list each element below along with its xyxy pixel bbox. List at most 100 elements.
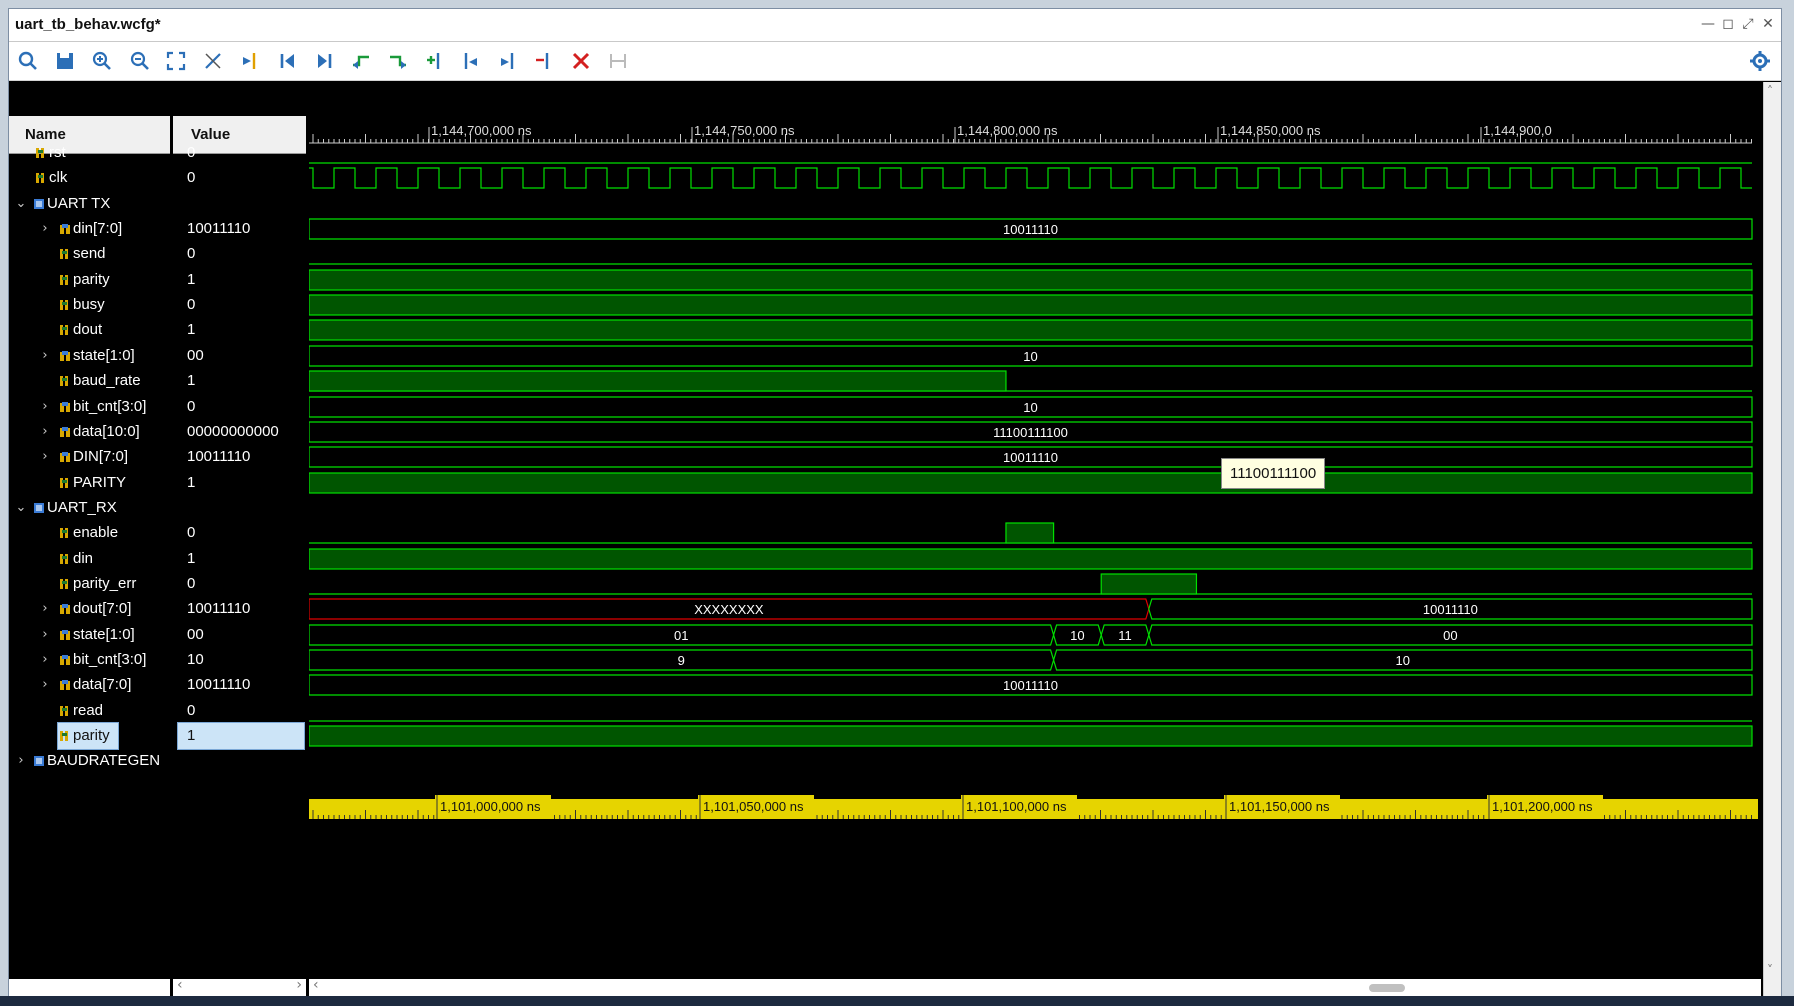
signal-row[interactable]: parity_err (9, 570, 170, 598)
bus-value-label: 10 (1396, 653, 1410, 668)
chevron-right-icon[interactable]: › (42, 424, 48, 439)
save-button[interactable] (54, 50, 76, 72)
chevron-right-icon[interactable]: › (42, 399, 48, 414)
bus-value-label: 10011110 (1003, 450, 1058, 465)
waveform-pulse (1100, 573, 1198, 595)
next-marker-button[interactable] (496, 50, 518, 72)
signal-name: parity (73, 727, 110, 744)
signal-row[interactable]: ⌄ UART TX (9, 190, 170, 218)
go-to-cursor-button[interactable] (239, 50, 261, 72)
signal-row[interactable]: parity (9, 722, 170, 750)
signal-name: din[7:0] (73, 220, 123, 237)
chevron-right-icon[interactable]: › (42, 449, 48, 464)
next-transition-button[interactable] (387, 50, 409, 72)
signal-row[interactable]: din (9, 545, 170, 573)
signal-row[interactable]: › state[1:0] (9, 342, 170, 370)
delete-all-markers-button[interactable] (570, 50, 592, 72)
close-button[interactable]: ✕ (1762, 16, 1774, 32)
signal-row[interactable]: › din[7:0] (9, 215, 170, 243)
waveform-horizontal-scrollbar[interactable]: ‹ (309, 977, 1761, 997)
bit-signal-icon (59, 248, 71, 260)
settings-button[interactable] (1749, 50, 1771, 72)
signal-name: dout (73, 321, 103, 338)
chevron-down-icon[interactable]: ⌄ (15, 196, 27, 211)
scroll-left-icon[interactable]: ‹ (313, 977, 319, 993)
signal-value-panel: Value 0 0 10011110 0 1 0 1 00 1 0 00000000000 10011… (173, 82, 306, 997)
signal-row[interactable]: dout (9, 316, 170, 344)
save-icon (57, 53, 73, 69)
signal-row[interactable]: read (9, 697, 170, 725)
minimize-button[interactable]: — (1701, 16, 1715, 32)
signal-row[interactable]: › BAUDRATEGEN (9, 747, 170, 775)
chevron-right-icon[interactable]: › (42, 221, 48, 236)
signal-row[interactable]: › DIN[7:0] (9, 443, 170, 471)
previous-transition-button[interactable] (350, 50, 372, 72)
scroll-up-icon[interactable]: ˄ (1767, 84, 1773, 98)
signal-value: 1 (187, 321, 196, 338)
signal-row[interactable]: › dout[7:0] (9, 595, 170, 623)
bus-signal-icon (59, 451, 71, 463)
chevron-down-icon[interactable]: ⌄ (15, 500, 27, 515)
float-button[interactable]: ⤢ (1742, 16, 1754, 32)
signal-row[interactable]: › data[7:0] (9, 671, 170, 699)
waveform-canvas[interactable]: 1,144,700,000 ns 1,144,750,000 ns 1,144,80… (309, 82, 1761, 997)
chevron-right-icon[interactable]: › (42, 601, 48, 616)
cursor-snap-button[interactable] (202, 50, 224, 72)
restore-button[interactable]: ◻ (1722, 16, 1734, 32)
bus-value-label: 10 (1070, 628, 1084, 643)
go-to-end-button[interactable] (313, 50, 335, 72)
scroll-right-icon[interactable]: › (296, 977, 302, 993)
chevron-right-icon[interactable]: › (42, 627, 48, 642)
chevron-right-icon[interactable]: › (42, 348, 48, 363)
scrollbar-thumb[interactable] (1369, 984, 1405, 992)
bus-segment (309, 624, 1055, 646)
signal-row[interactable]: rst (9, 139, 170, 167)
bus-value-label: 9 (678, 653, 685, 668)
scroll-left-icon[interactable]: ‹ (177, 977, 183, 993)
bus-signal-icon (59, 426, 71, 438)
signal-row[interactable]: baud_rate (9, 367, 170, 395)
signal-row[interactable]: PARITY (9, 469, 170, 497)
waveform-svg[interactable]: 1,144,700,000 ns 1,144,750,000 ns 1,144,80… (309, 82, 1761, 997)
zoom-fit-button[interactable] (165, 50, 187, 72)
previous-marker-button[interactable] (460, 50, 482, 72)
signal-row[interactable]: send (9, 240, 170, 268)
vertical-scrollbar[interactable]: ˄ ˅ (1763, 82, 1781, 997)
signal-value: 0 (187, 296, 196, 313)
bus-segment (1100, 624, 1150, 646)
signal-row[interactable]: parity (9, 266, 170, 294)
signal-row[interactable]: › state[1:0] (9, 621, 170, 649)
add-marker-button[interactable] (424, 50, 446, 72)
chevron-right-icon[interactable]: › (42, 677, 48, 692)
signal-row[interactable]: › bit_cnt[3:0] (9, 393, 170, 421)
value-column-header[interactable]: Value (173, 116, 306, 154)
name-panel-scrollbar[interactable] (9, 979, 170, 997)
signal-row[interactable]: clk (9, 164, 170, 192)
value-panel-scrollbar[interactable]: ‹ › (173, 977, 306, 997)
group-icon (33, 198, 45, 210)
signal-row[interactable]: enable (9, 519, 170, 547)
signal-value: 10011110 (187, 448, 251, 465)
signal-row[interactable]: › data[10:0] (9, 418, 170, 446)
waveform-high (309, 725, 1753, 747)
zoom-in-icon (92, 51, 111, 70)
signal-value: 10 (187, 651, 204, 668)
signal-row[interactable]: busy (9, 291, 170, 319)
chevron-right-icon[interactable]: › (18, 753, 24, 768)
signal-row[interactable]: › bit_cnt[3:0] (9, 646, 170, 674)
go-to-start-button[interactable] (277, 50, 299, 72)
bit-signal-icon (59, 299, 71, 311)
signal-row[interactable]: ⌄ UART_RX (9, 494, 170, 522)
search-button[interactable] (17, 50, 39, 72)
chevron-right-icon[interactable]: › (42, 652, 48, 667)
waveform-high (309, 319, 1753, 341)
go-to-start-icon (280, 54, 294, 68)
scroll-down-icon[interactable]: ˅ (1767, 963, 1773, 977)
swap-cursors-button[interactable] (607, 50, 629, 72)
zoom-in-button[interactable] (91, 50, 113, 72)
bus-value-label: 10 (1023, 349, 1037, 364)
name-column-header[interactable]: Name (9, 116, 170, 154)
value-tooltip: 11100111100 (1221, 458, 1326, 489)
delete-marker-button[interactable] (533, 50, 555, 72)
zoom-out-button[interactable] (129, 50, 151, 72)
